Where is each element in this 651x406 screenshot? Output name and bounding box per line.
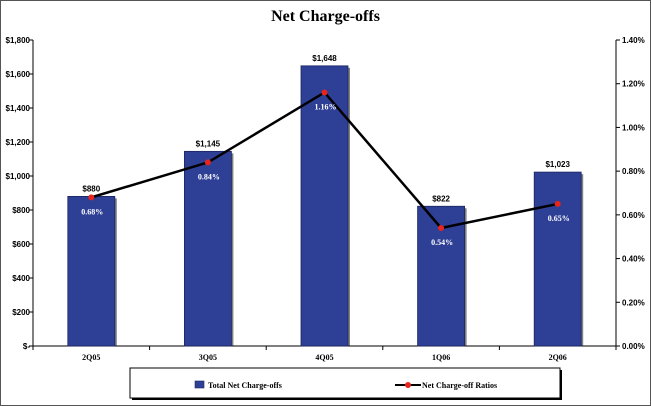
legend: Total Net Charge-offs Net Charge-off Rati… — [129, 367, 562, 400]
y-left-tick-label: $1,000 — [6, 172, 31, 181]
x-tick-label: 4Q05 — [315, 353, 333, 362]
x-tick-label: 3Q05 — [199, 353, 217, 362]
y-right-tick-label: 0.00% — [622, 342, 645, 351]
y-left-tick-label: $800 — [12, 206, 30, 215]
y-left-tick-label: $1,200 — [6, 138, 31, 147]
y-left-tick-label: $1,600 — [6, 70, 31, 79]
ratio-line — [88, 89, 561, 231]
bars — [67, 65, 584, 347]
chart-title: Net Charge-offs — [271, 8, 380, 25]
ratio-value-label: 0.54% — [431, 238, 453, 247]
legend-label-line: Net Charge-off Ratios — [422, 381, 497, 390]
ratio-value-label: 0.65% — [548, 214, 570, 223]
y-right-tick-label: 1.20% — [622, 80, 645, 89]
bar — [67, 195, 116, 347]
ratio-marker — [438, 224, 445, 231]
bar — [183, 150, 232, 347]
y-left-tick-label: $600 — [12, 240, 30, 249]
bar — [533, 171, 582, 347]
ratio-marker — [554, 200, 561, 207]
bar-value-label: $1,023 — [545, 160, 570, 169]
y-right-tick-label: 0.60% — [622, 211, 645, 220]
bar-value-label: $822 — [432, 194, 450, 203]
y-right-tick-label: 0.20% — [622, 298, 645, 307]
y-left-tick-label: $- — [23, 342, 30, 351]
ratio-value-label: 0.84% — [198, 172, 220, 181]
y-right-tick-label: 0.40% — [622, 255, 645, 264]
x-tick-label: 2Q06 — [549, 353, 567, 362]
bar-value-label: $1,648 — [312, 54, 337, 63]
data-labels: $880 $1,145 $1,648 $822 $1,023 0.68% 0.84% 1.16… — [81, 54, 570, 247]
legend-line-marker — [405, 382, 411, 388]
y-left-tick-label: $1,400 — [6, 104, 31, 113]
x-tick-label: 1Q06 — [432, 353, 450, 362]
ratio-value-label: 0.68% — [81, 207, 103, 216]
y-right-tick-label: 0.80% — [622, 167, 645, 176]
x-tick-label: 2Q05 — [82, 353, 100, 362]
y-left-tick-label: $200 — [12, 308, 30, 317]
ratio-value-label: 1.16% — [315, 102, 337, 111]
bar-value-label: $880 — [82, 184, 100, 193]
y-right-tick-label: 1.00% — [622, 123, 645, 132]
ratio-marker — [321, 89, 328, 96]
y-right-tick-label: 1.40% — [622, 36, 645, 45]
legend-bar-swatch — [194, 380, 205, 389]
y-left-tick-label: $400 — [12, 274, 30, 283]
ratio-marker — [88, 194, 95, 201]
legend-label-bars: Total Net Charge-offs — [208, 381, 282, 390]
y-left-tick-label: $1,800 — [6, 36, 31, 45]
ratio-marker — [204, 159, 211, 166]
bar-value-label: $1,145 — [196, 139, 221, 148]
